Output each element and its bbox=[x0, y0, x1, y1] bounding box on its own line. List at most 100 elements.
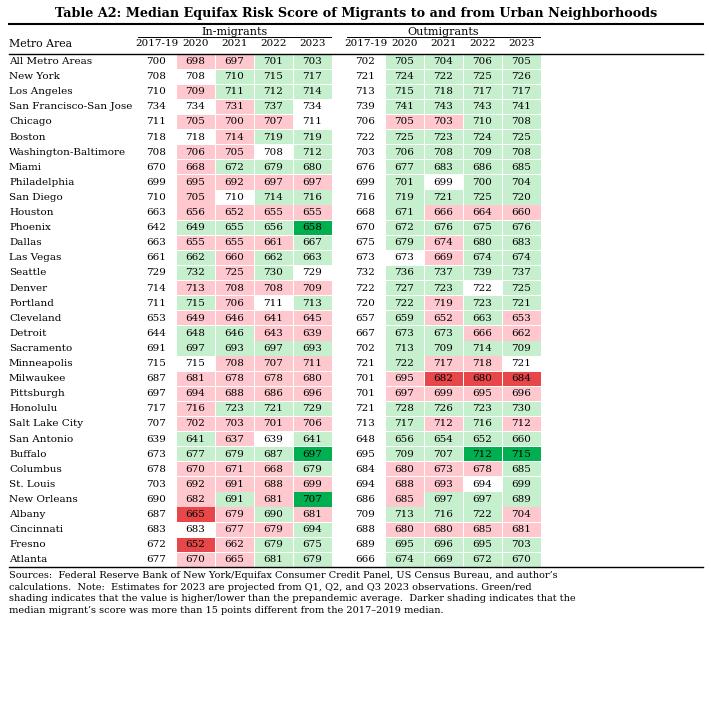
Text: 685: 685 bbox=[473, 525, 493, 534]
FancyBboxPatch shape bbox=[464, 553, 501, 567]
FancyBboxPatch shape bbox=[503, 296, 540, 310]
Text: 713: 713 bbox=[356, 420, 375, 428]
Text: 697: 697 bbox=[473, 495, 493, 504]
Text: 655: 655 bbox=[225, 224, 245, 232]
Text: 710: 710 bbox=[225, 72, 245, 81]
Text: 701: 701 bbox=[264, 57, 284, 66]
FancyBboxPatch shape bbox=[294, 356, 331, 371]
Text: 671: 671 bbox=[225, 465, 245, 474]
Text: 654: 654 bbox=[434, 435, 454, 443]
FancyBboxPatch shape bbox=[255, 492, 292, 507]
FancyBboxPatch shape bbox=[385, 326, 424, 340]
Text: 688: 688 bbox=[395, 480, 415, 489]
Text: Table A2: Median Equifax Risk Score of Migrants to and from Urban Neighborhoods: Table A2: Median Equifax Risk Score of M… bbox=[55, 7, 657, 20]
FancyBboxPatch shape bbox=[215, 492, 254, 507]
FancyBboxPatch shape bbox=[385, 371, 424, 386]
Text: 678: 678 bbox=[473, 465, 493, 474]
Text: All Metro Areas: All Metro Areas bbox=[9, 57, 92, 66]
Text: 680: 680 bbox=[395, 465, 415, 474]
FancyBboxPatch shape bbox=[215, 538, 254, 552]
Text: 641: 641 bbox=[186, 435, 205, 443]
Text: Sources:  Federal Reserve Bank of New York/Equifax Consumer Credit Panel, US Cen: Sources: Federal Reserve Bank of New Yor… bbox=[9, 572, 557, 580]
Text: 656: 656 bbox=[395, 435, 415, 443]
FancyBboxPatch shape bbox=[176, 251, 215, 265]
Text: 713: 713 bbox=[186, 283, 205, 293]
Text: 741: 741 bbox=[511, 102, 531, 111]
Text: 701: 701 bbox=[356, 389, 375, 398]
Text: 649: 649 bbox=[186, 224, 205, 232]
FancyBboxPatch shape bbox=[176, 115, 215, 129]
Text: Miami: Miami bbox=[9, 163, 42, 172]
Text: 667: 667 bbox=[303, 238, 322, 247]
FancyBboxPatch shape bbox=[255, 386, 292, 401]
FancyBboxPatch shape bbox=[255, 160, 292, 174]
Text: 2023: 2023 bbox=[299, 39, 326, 48]
FancyBboxPatch shape bbox=[424, 145, 462, 159]
Text: 693: 693 bbox=[225, 344, 245, 353]
FancyBboxPatch shape bbox=[215, 432, 254, 446]
Text: 688: 688 bbox=[225, 389, 245, 398]
FancyBboxPatch shape bbox=[255, 84, 292, 99]
Text: 723: 723 bbox=[473, 298, 493, 308]
Text: 694: 694 bbox=[186, 389, 205, 398]
FancyBboxPatch shape bbox=[385, 492, 424, 507]
Text: 677: 677 bbox=[186, 450, 205, 459]
FancyBboxPatch shape bbox=[424, 386, 462, 401]
Text: 699: 699 bbox=[356, 178, 375, 187]
FancyBboxPatch shape bbox=[255, 447, 292, 461]
Text: 641: 641 bbox=[303, 435, 322, 443]
Text: 658: 658 bbox=[303, 224, 322, 232]
Text: 717: 717 bbox=[434, 359, 454, 368]
FancyBboxPatch shape bbox=[424, 99, 462, 114]
FancyBboxPatch shape bbox=[464, 99, 501, 114]
FancyBboxPatch shape bbox=[215, 221, 254, 235]
Text: 724: 724 bbox=[473, 133, 493, 141]
FancyBboxPatch shape bbox=[255, 311, 292, 325]
Text: 667: 667 bbox=[356, 329, 375, 338]
FancyBboxPatch shape bbox=[176, 281, 215, 295]
FancyBboxPatch shape bbox=[215, 160, 254, 174]
FancyBboxPatch shape bbox=[464, 402, 501, 416]
FancyBboxPatch shape bbox=[503, 402, 540, 416]
Text: 671: 671 bbox=[395, 208, 415, 217]
FancyBboxPatch shape bbox=[424, 477, 462, 492]
FancyBboxPatch shape bbox=[176, 447, 215, 461]
FancyBboxPatch shape bbox=[503, 447, 540, 461]
Text: Portland: Portland bbox=[9, 298, 54, 308]
Text: 743: 743 bbox=[434, 102, 454, 111]
FancyBboxPatch shape bbox=[424, 538, 462, 552]
Text: 707: 707 bbox=[146, 420, 166, 428]
Text: 717: 717 bbox=[511, 87, 531, 96]
Text: St. Louis: St. Louis bbox=[9, 480, 55, 489]
FancyBboxPatch shape bbox=[464, 371, 501, 386]
Text: 665: 665 bbox=[186, 510, 205, 519]
Text: 660: 660 bbox=[511, 208, 531, 217]
Text: 672: 672 bbox=[146, 540, 166, 549]
FancyBboxPatch shape bbox=[215, 326, 254, 340]
Text: 683: 683 bbox=[511, 238, 531, 247]
Text: 683: 683 bbox=[146, 525, 166, 534]
Text: 721: 721 bbox=[434, 193, 454, 202]
Text: 670: 670 bbox=[146, 163, 166, 172]
Text: 670: 670 bbox=[511, 555, 531, 565]
FancyBboxPatch shape bbox=[255, 508, 292, 522]
Text: 702: 702 bbox=[356, 57, 375, 66]
FancyBboxPatch shape bbox=[385, 205, 424, 220]
Text: 703: 703 bbox=[434, 118, 454, 126]
FancyBboxPatch shape bbox=[255, 99, 292, 114]
Text: 680: 680 bbox=[434, 525, 454, 534]
Text: 696: 696 bbox=[303, 389, 322, 398]
Text: 723: 723 bbox=[434, 283, 454, 293]
FancyBboxPatch shape bbox=[503, 130, 540, 144]
FancyBboxPatch shape bbox=[255, 281, 292, 295]
FancyBboxPatch shape bbox=[294, 236, 331, 250]
Text: 721: 721 bbox=[264, 404, 284, 413]
Text: New York: New York bbox=[9, 72, 60, 81]
Text: 674: 674 bbox=[434, 238, 454, 247]
FancyBboxPatch shape bbox=[385, 84, 424, 99]
Text: 687: 687 bbox=[146, 374, 166, 383]
FancyBboxPatch shape bbox=[176, 266, 215, 280]
FancyBboxPatch shape bbox=[176, 371, 215, 386]
FancyBboxPatch shape bbox=[503, 477, 540, 492]
FancyBboxPatch shape bbox=[385, 99, 424, 114]
